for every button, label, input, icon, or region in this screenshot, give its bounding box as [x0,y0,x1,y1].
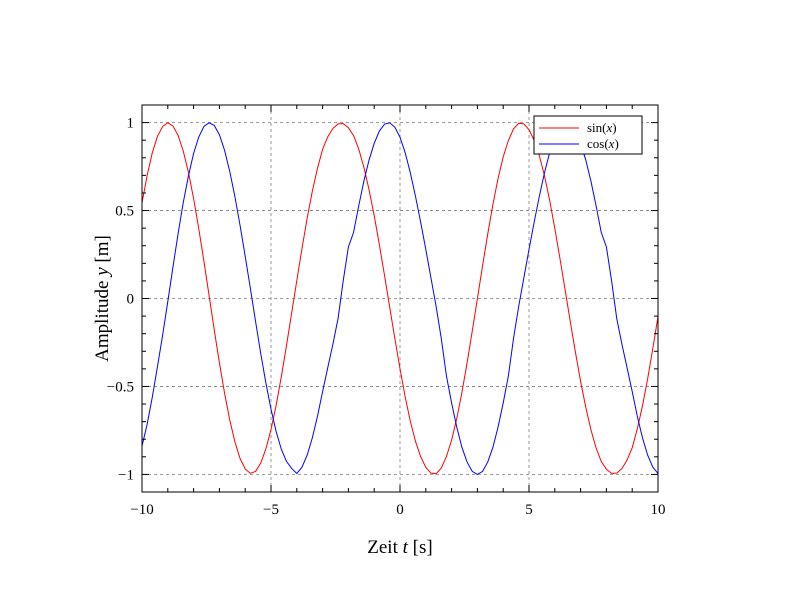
x-tick-label: −5 [263,502,279,518]
x-tick-label: 10 [651,502,666,518]
y-tick-label: 0 [127,292,135,308]
y-tick-label: 0.5 [115,204,134,220]
x-tick-label: 5 [525,502,533,518]
x-tick-label: 0 [396,502,404,518]
y-tick-label: −0.5 [107,379,134,395]
x-axis-label: Zeit t [s] [367,537,432,558]
y-axis-label-unit: [m] [92,235,113,267]
legend-box [533,115,643,155]
grid [142,105,658,492]
y-axis-label-prefix: Amplitude [92,276,113,362]
axis-ticks [141,105,659,492]
x-axis-label-unit: [s] [408,537,433,558]
x-tick-label: −10 [130,502,153,518]
legend-label-sin-close: ) [612,120,616,135]
legend-label-cos-close: ) [614,136,618,151]
series-line-cos [142,122,658,475]
legend-label-cos-func: cos( [587,136,609,151]
legend-label-cos: cos(x) [587,136,619,151]
plot-series [142,122,658,475]
series-line-sin [142,122,658,475]
y-tick-label: 1 [127,116,135,132]
legend-label-sin-var: x [606,120,613,135]
legend-label-sin-func: sin( [587,120,607,135]
y-tick-label: −1 [118,467,134,483]
legend: sin(x) cos(x) [533,115,643,155]
tick-labels: −10 −5 0 5 10 1 0.5 0 −0.5 −1 [107,116,666,518]
y-axis-label: Amplitude y [m] [92,235,113,362]
x-axis-label-prefix: Zeit [367,537,402,558]
legend-label-sin: sin(x) [587,120,617,135]
x-axis-label-variable: t [403,537,409,558]
y-axis-label-variable: y [92,267,113,278]
legend-label-cos-var: x [608,136,615,151]
